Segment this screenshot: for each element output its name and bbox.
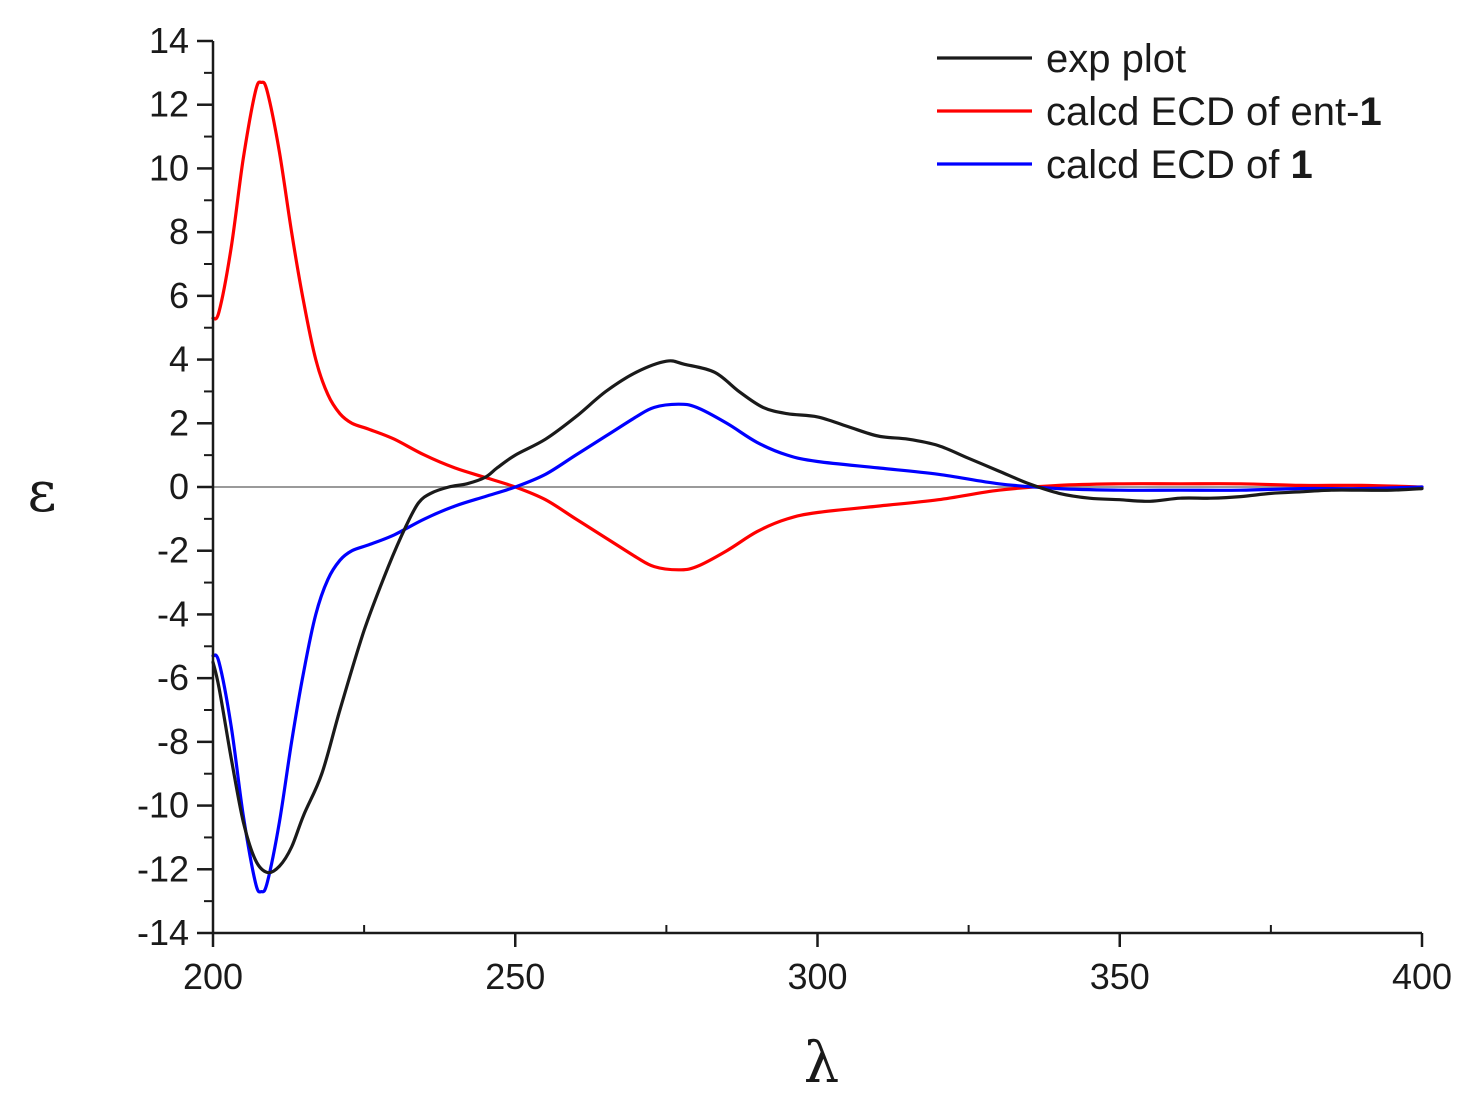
legend-label-exp-plot: exp plot xyxy=(1046,37,1186,81)
x-axis-title: λ xyxy=(804,1031,840,1096)
x-tick-label: 300 xyxy=(787,956,847,997)
y-tick-label: -4 xyxy=(157,593,189,634)
series-calcd-1-line xyxy=(211,402,1424,894)
y-tick-label: 8 xyxy=(169,211,189,252)
y-tick-label: -6 xyxy=(157,657,189,698)
legend-label-calcd-ent-1: calcd ECD of ent-1 xyxy=(1046,90,1382,134)
x-tick-label: 350 xyxy=(1090,956,1150,997)
y-tick-label: 2 xyxy=(169,402,189,443)
series-calcd-ent-1-line xyxy=(211,80,1424,572)
y-tick-label: -14 xyxy=(137,912,189,953)
legend: exp plot calcd ECD of ent-1 calcd ECD of 1 xyxy=(937,37,1382,187)
y-tick-label: -8 xyxy=(157,721,189,762)
x-tick-label: 400 xyxy=(1392,956,1452,997)
y-tick-label: 12 xyxy=(149,84,189,125)
x-tick-label: 200 xyxy=(183,956,243,997)
y-tick-label: 0 xyxy=(169,466,189,507)
y-axis-title: ε xyxy=(27,460,56,525)
y-tick-label: 14 xyxy=(149,20,189,61)
series-exp-plot-line xyxy=(211,359,1424,875)
y-tick-label: 10 xyxy=(149,147,189,188)
y-tick-label: 4 xyxy=(169,339,189,380)
legend-label-calcd-1: calcd ECD of 1 xyxy=(1046,143,1313,187)
x-tick-label: 250 xyxy=(485,956,545,997)
y-tick-label: -12 xyxy=(137,848,189,889)
y-tick-label: 6 xyxy=(169,275,189,316)
y-tick-label: -10 xyxy=(137,785,189,826)
y-tick-label: -2 xyxy=(157,530,189,571)
